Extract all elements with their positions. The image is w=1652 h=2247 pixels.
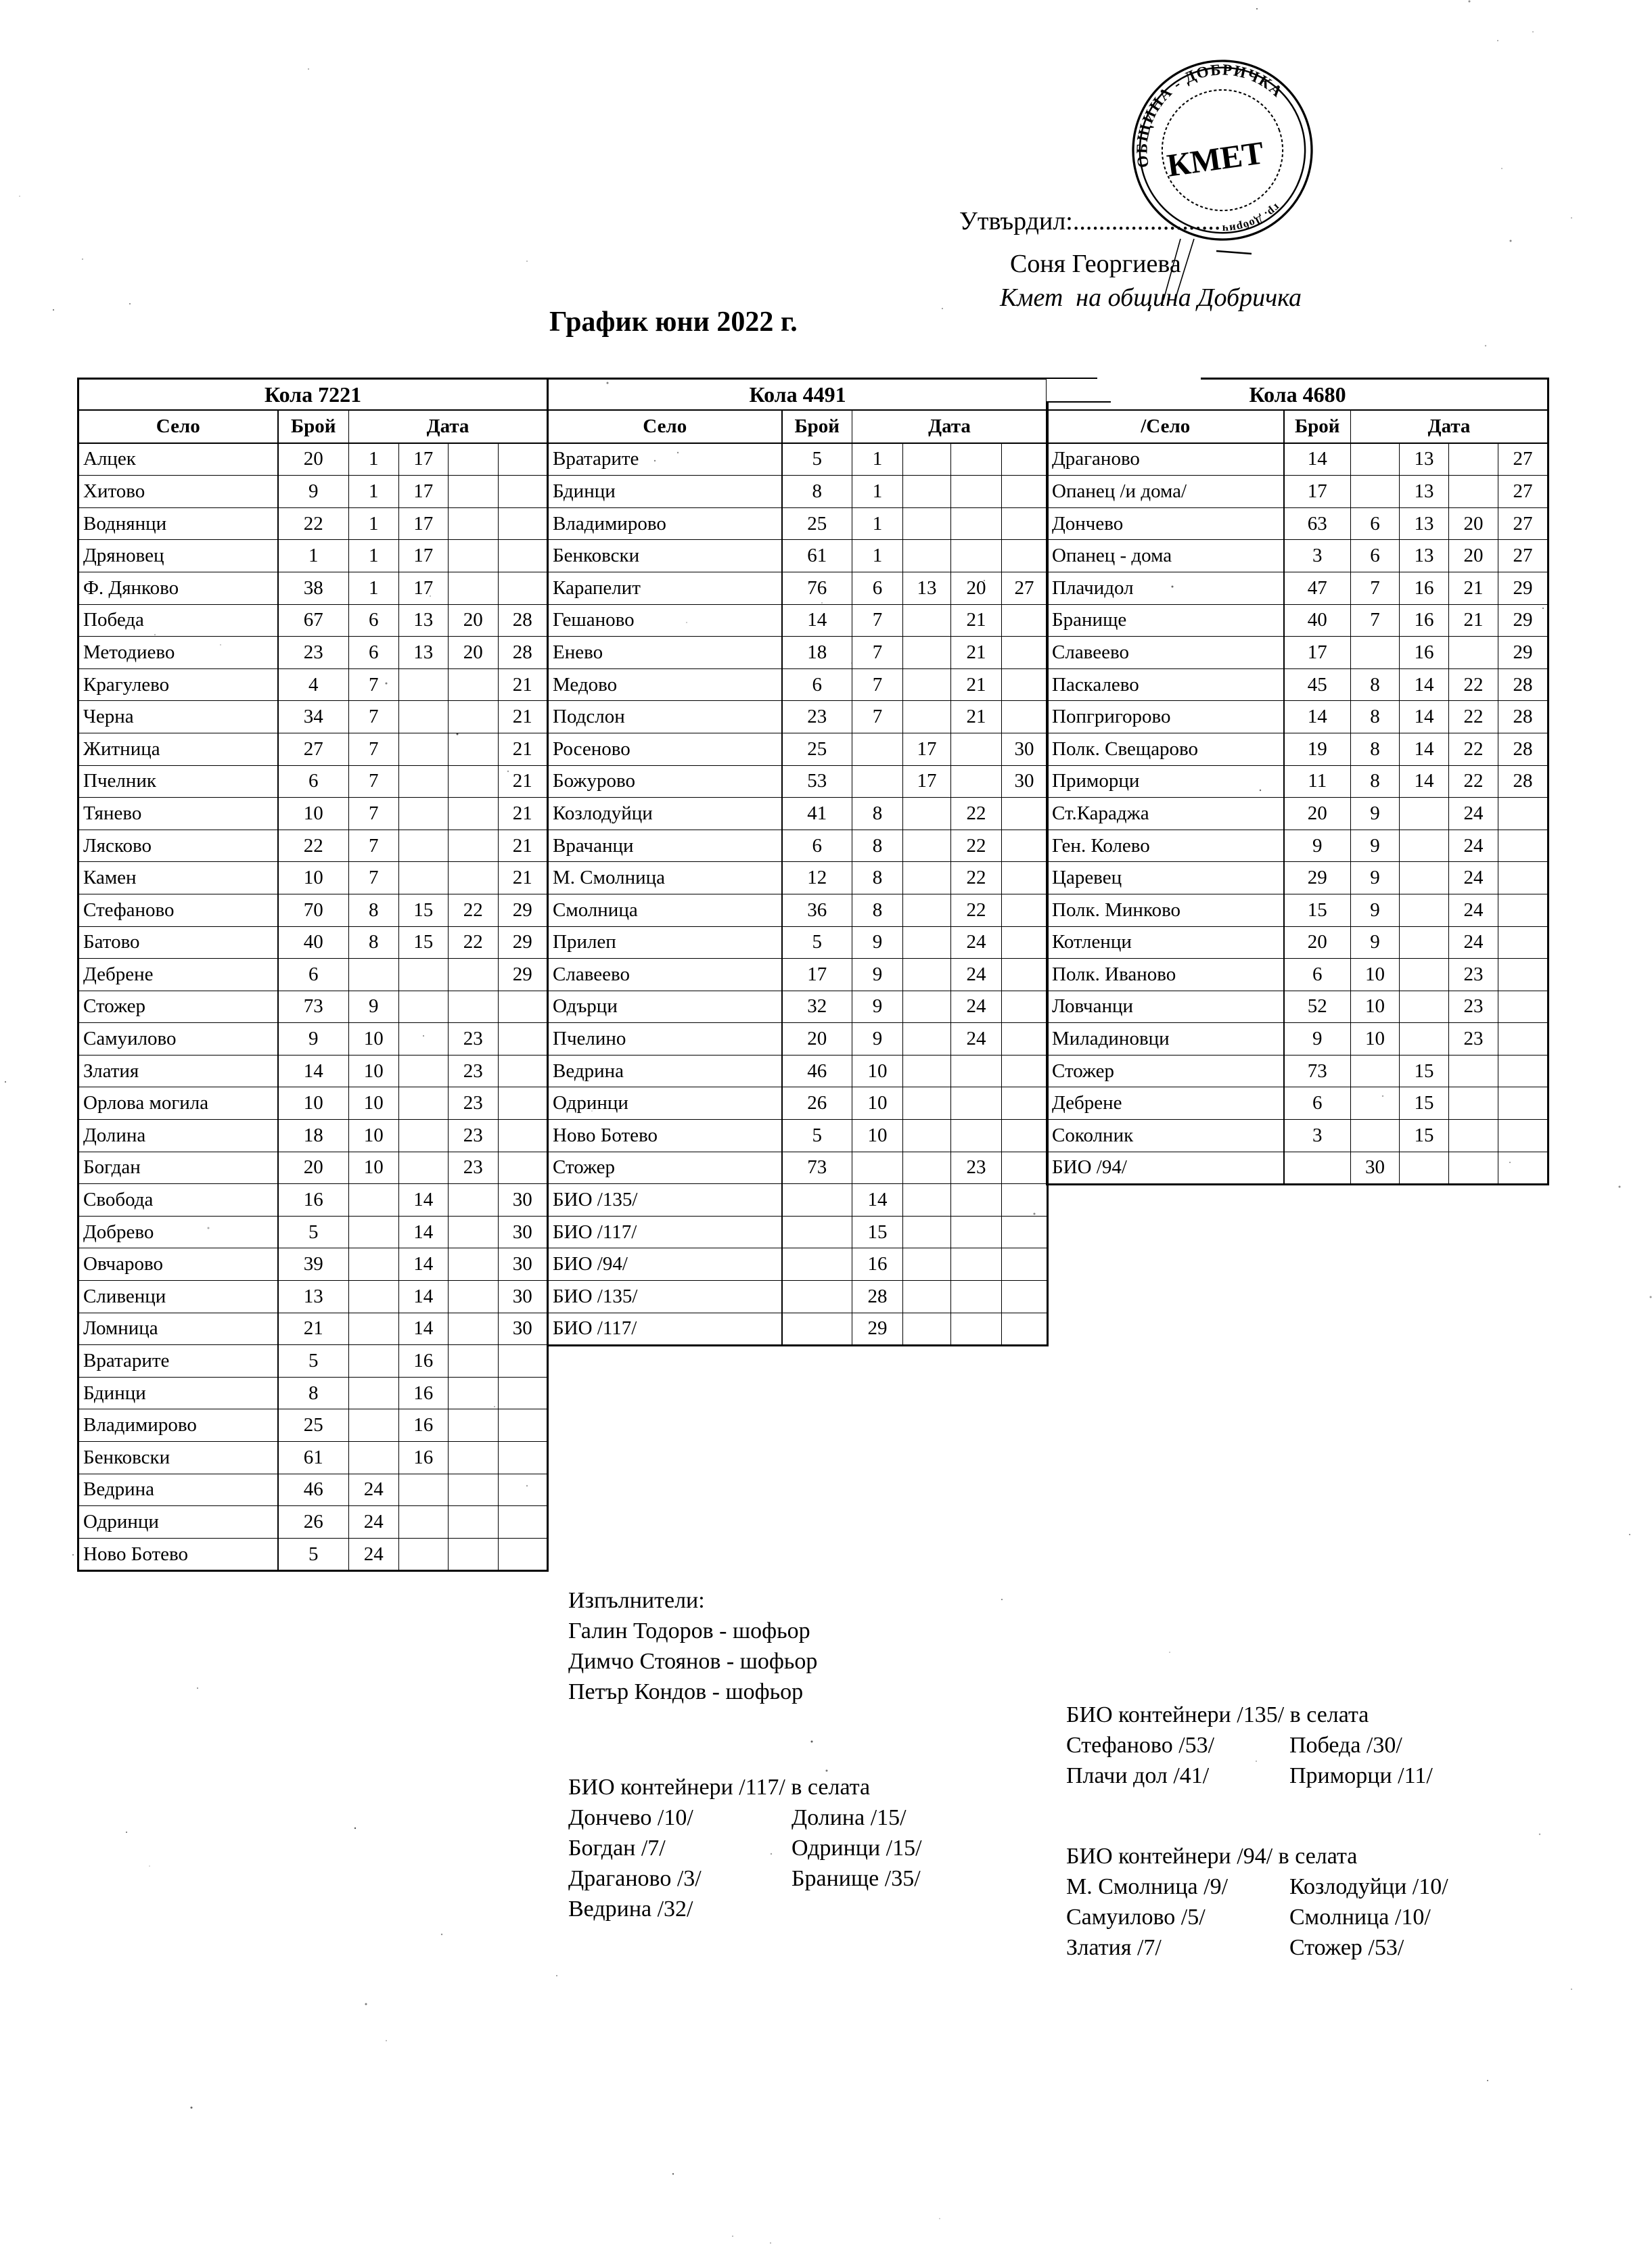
svg-text:КМЕТ: КМЕТ (1165, 135, 1266, 183)
